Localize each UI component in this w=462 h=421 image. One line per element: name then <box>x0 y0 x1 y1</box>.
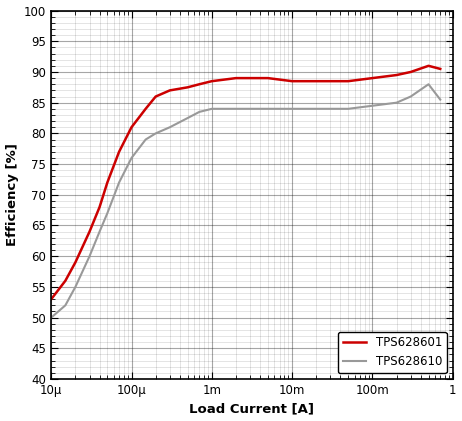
TPS628601 <box>426 63 432 68</box>
TPS628610 <box>167 125 173 130</box>
TPS628610 <box>116 180 122 185</box>
TPS628601 <box>185 85 190 90</box>
TPS628610 <box>370 103 375 108</box>
X-axis label: Load Current [A]: Load Current [A] <box>189 402 315 416</box>
TPS628610 <box>438 97 443 102</box>
TPS628601 <box>233 76 239 81</box>
TPS628610 <box>346 106 351 111</box>
TPS628610 <box>87 254 92 259</box>
TPS628610 <box>314 106 319 111</box>
TPS628601 <box>394 72 399 77</box>
TPS628610 <box>104 210 110 216</box>
TPS628601 <box>370 76 375 81</box>
TPS628601 <box>314 79 319 84</box>
TPS628601 <box>143 106 148 111</box>
TPS628610 <box>185 115 190 120</box>
TPS628610 <box>97 229 103 234</box>
TPS628610 <box>233 106 239 111</box>
TPS628610 <box>289 106 295 111</box>
TPS628601 <box>153 94 158 99</box>
TPS628601 <box>87 229 92 234</box>
TPS628610 <box>265 106 271 111</box>
TPS628610 <box>62 303 68 308</box>
TPS628610 <box>153 131 158 136</box>
TPS628601 <box>265 76 271 81</box>
TPS628601 <box>104 180 110 185</box>
TPS628601 <box>97 205 103 210</box>
TPS628601 <box>129 125 134 130</box>
TPS628610 <box>129 155 134 160</box>
Line: TPS628601: TPS628601 <box>51 66 440 299</box>
TPS628601 <box>408 69 413 75</box>
Y-axis label: Efficiency [%]: Efficiency [%] <box>6 144 18 246</box>
TPS628610 <box>426 82 432 87</box>
TPS628601 <box>438 67 443 72</box>
Legend: TPS628601, TPS628610: TPS628601, TPS628610 <box>338 332 447 373</box>
TPS628601 <box>197 82 202 87</box>
TPS628601 <box>73 260 78 265</box>
TPS628601 <box>209 79 214 84</box>
TPS628601 <box>116 149 122 155</box>
Line: TPS628610: TPS628610 <box>51 84 440 317</box>
TPS628601 <box>62 278 68 283</box>
TPS628610 <box>209 106 214 111</box>
TPS628601 <box>346 79 351 84</box>
TPS628610 <box>394 100 399 105</box>
TPS628610 <box>408 94 413 99</box>
TPS628610 <box>143 137 148 142</box>
TPS628601 <box>167 88 173 93</box>
TPS628610 <box>49 315 54 320</box>
TPS628601 <box>289 79 295 84</box>
TPS628610 <box>73 284 78 289</box>
TPS628601 <box>49 297 54 302</box>
TPS628610 <box>197 109 202 115</box>
